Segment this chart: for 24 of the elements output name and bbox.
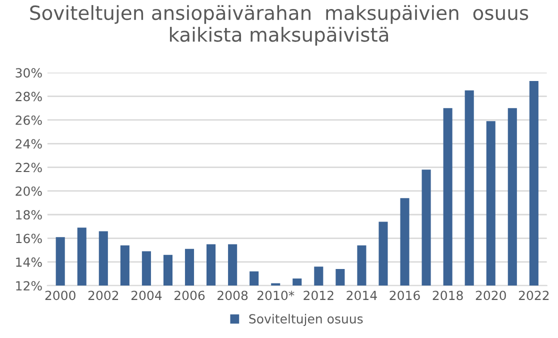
- y-tick-label: 12%: [16, 281, 42, 291]
- y-tick-label: 16%: [16, 234, 42, 244]
- chart-title: Soviteltujen ansiopäivärahan maksupäivien osuus kaikista maksupäivistä: [30, 5, 528, 46]
- legend-label: Soviteltujen osuus: [249, 314, 363, 326]
- x-tick-label: 2018: [432, 290, 463, 300]
- x-tick-label: 2016: [390, 290, 420, 300]
- x-tick-label: 2002: [88, 290, 118, 300]
- x-tick-label: 2008: [218, 290, 248, 300]
- y-tick-label: 22%: [16, 162, 42, 172]
- x-tick-label: 2004: [131, 290, 162, 300]
- y-tick-label: 18%: [16, 210, 42, 220]
- y-tick-label: 14%: [16, 257, 42, 267]
- x-tick-label: 2014: [346, 290, 377, 300]
- y-tick-label: 26%: [16, 115, 42, 125]
- x-tick-label: 2006: [174, 290, 205, 300]
- y-tick-label: 28%: [16, 92, 42, 102]
- x-tick-label: 2012: [304, 290, 334, 300]
- y-tick-label: 30%: [16, 68, 42, 78]
- x-tick-label: 2010*: [257, 290, 294, 300]
- x-tick-label: 2022: [518, 290, 549, 300]
- x-tick-label: 2020: [476, 290, 506, 300]
- y-tick-label: 20%: [16, 186, 42, 196]
- y-tick-label: 24%: [16, 139, 42, 149]
- x-tick-label: 2000: [45, 290, 76, 300]
